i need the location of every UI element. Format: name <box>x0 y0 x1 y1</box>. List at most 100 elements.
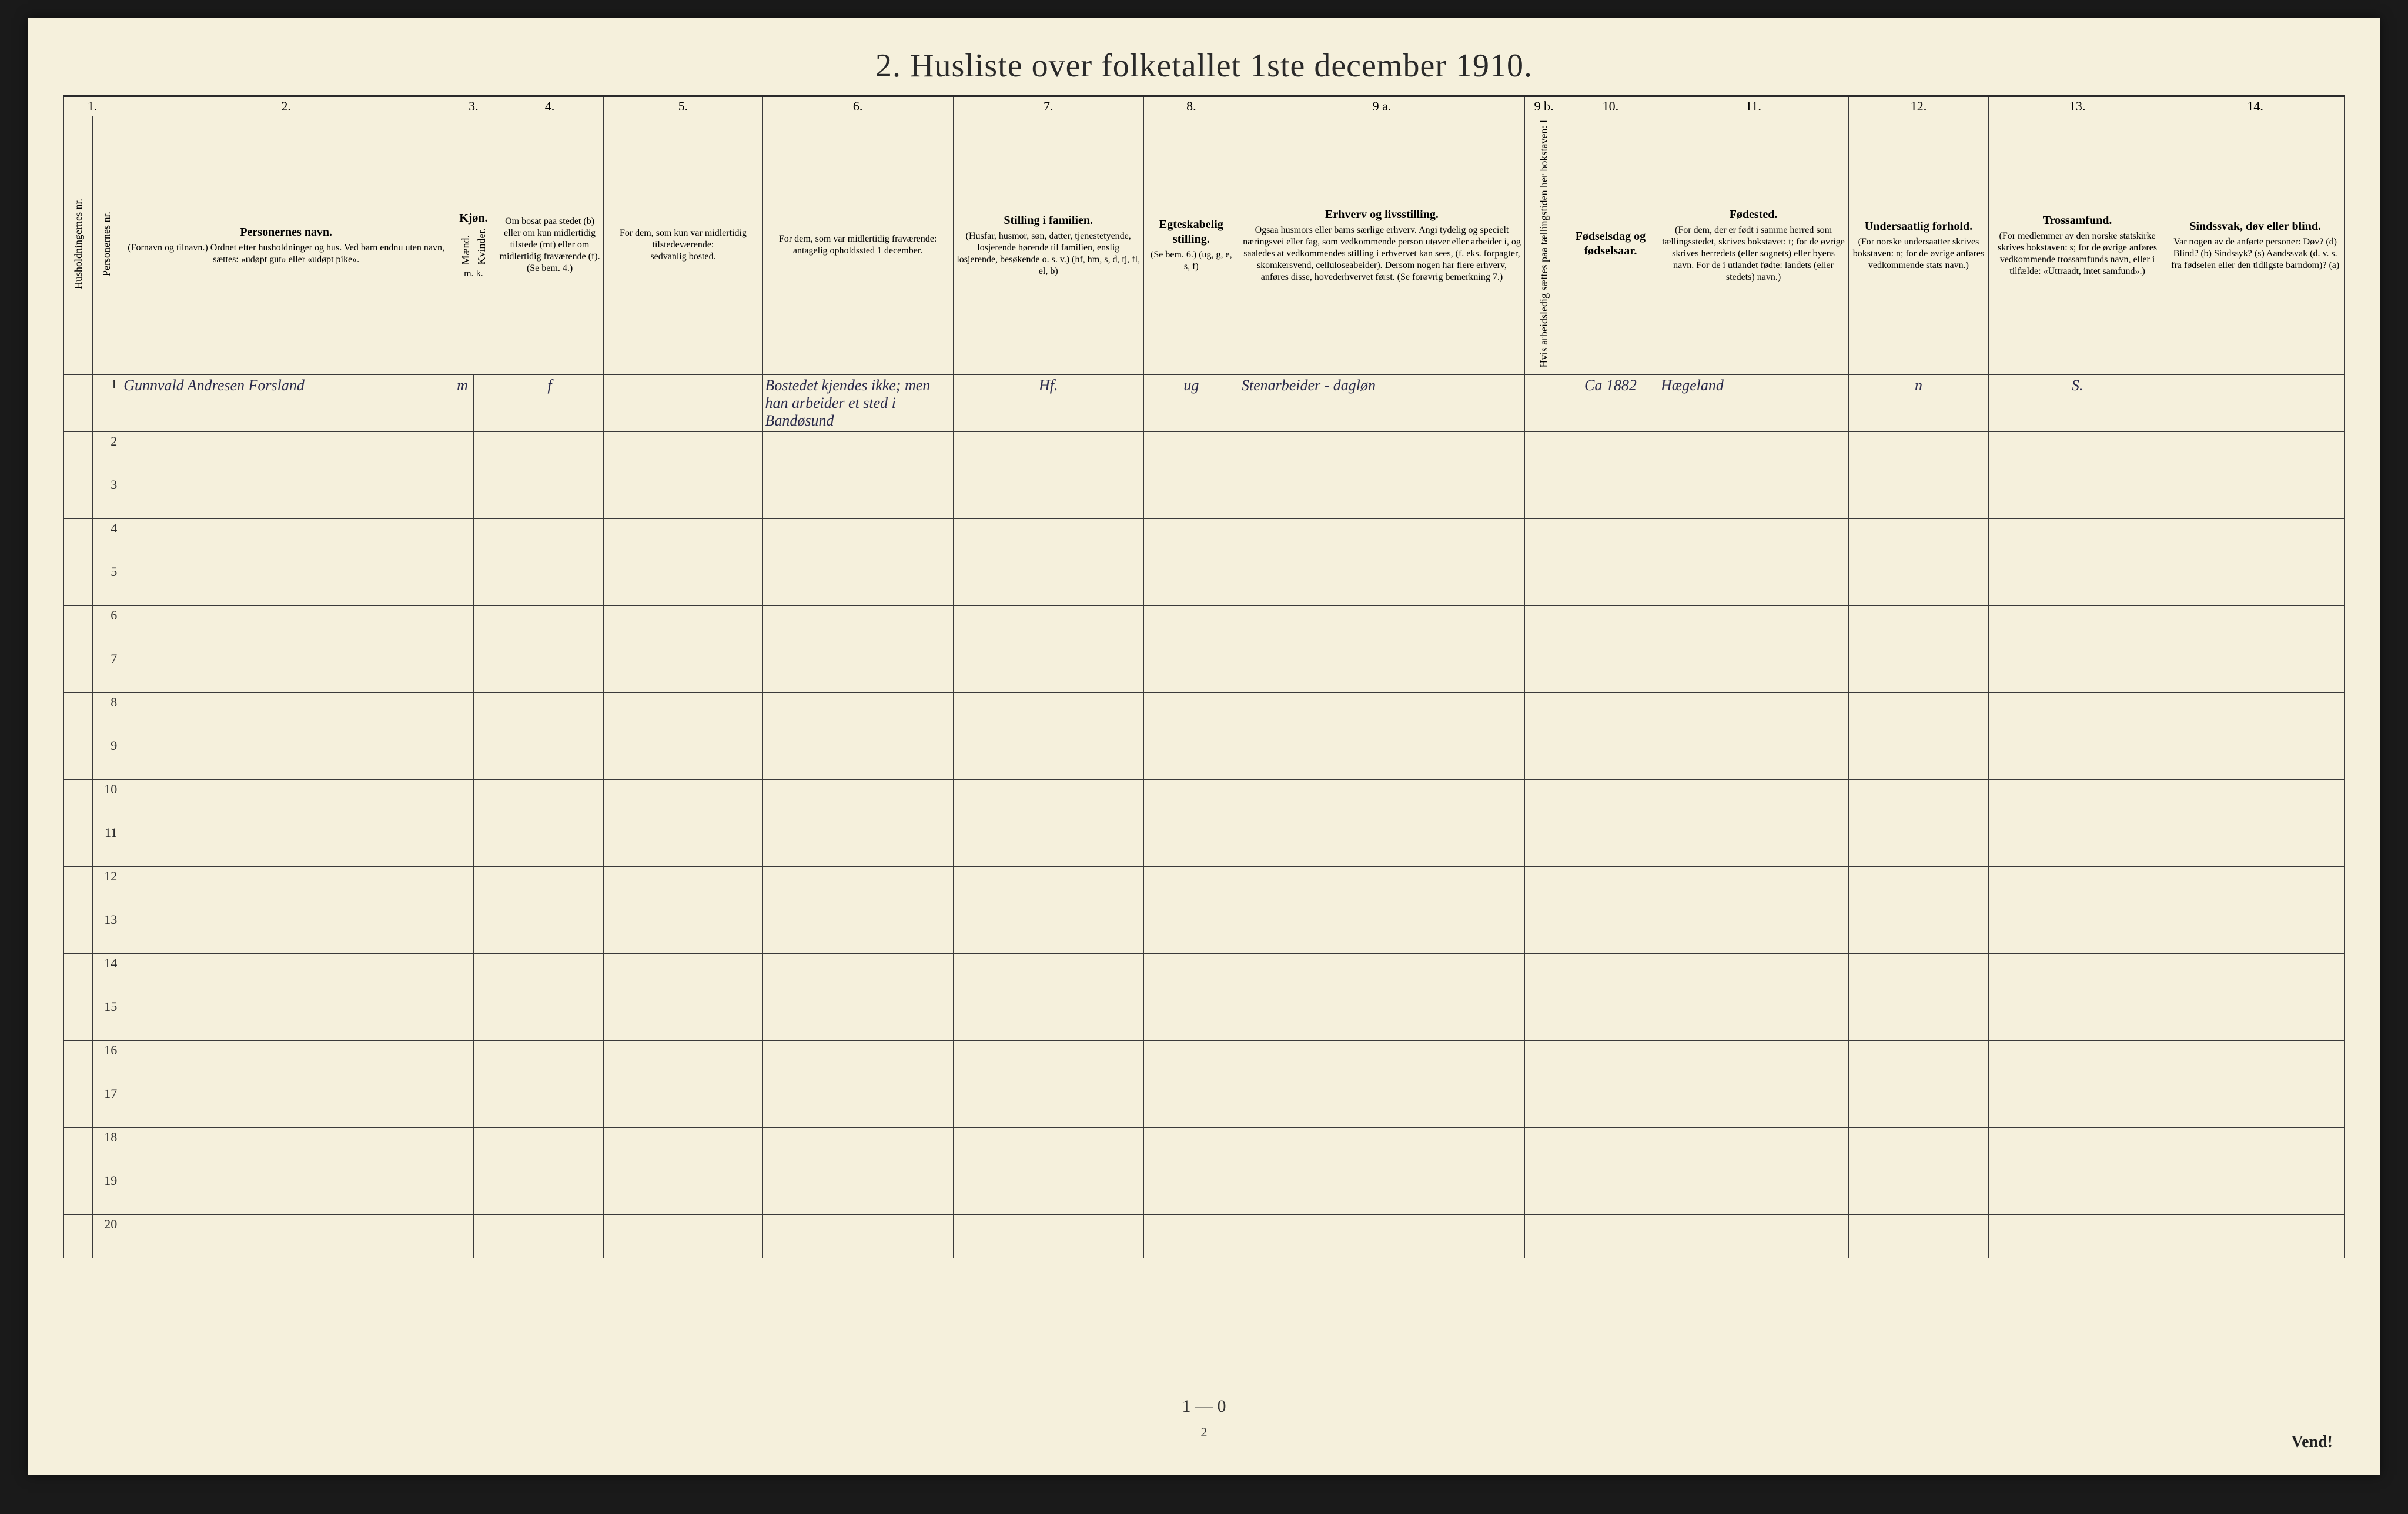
cell <box>1563 997 1658 1040</box>
cell <box>1143 649 1239 692</box>
cell <box>1143 475 1239 518</box>
cell <box>121 823 452 866</box>
cell <box>1239 997 1524 1040</box>
cell <box>452 953 474 997</box>
cell: 1 <box>92 374 121 431</box>
table-row: 1Gunnvald Andresen ForslandmfBostedet kj… <box>64 374 2345 431</box>
cell <box>452 649 474 692</box>
hdr-temp-absent: For dem, som var midlertidig fraværende:… <box>762 116 953 375</box>
cell: 14 <box>92 953 121 997</box>
hdr-religion: Trossamfund. (For medlemmer av den norsk… <box>1988 116 2166 375</box>
cell <box>496 1084 604 1127</box>
table-row: 7 <box>64 649 2345 692</box>
cell: 3 <box>92 475 121 518</box>
colnum-14: 14. <box>2166 96 2345 116</box>
cell <box>1563 605 1658 649</box>
cell <box>1563 1171 1658 1214</box>
cell <box>1849 649 1989 692</box>
cell <box>452 562 474 605</box>
cell <box>496 1040 604 1084</box>
cell <box>1525 1040 1563 1084</box>
cell: Bostedet kjendes ikke; men han arbeider … <box>762 374 953 431</box>
hdr-nationality: Undersaatlig forhold. (For norske unders… <box>1849 116 1989 375</box>
tally-note: 1 — 0 <box>1182 1396 1226 1416</box>
cell <box>604 866 762 910</box>
table-row: 9 <box>64 736 2345 779</box>
cell <box>953 736 1143 779</box>
cell <box>1658 692 1848 736</box>
cell <box>1658 953 1848 997</box>
cell <box>1658 1171 1848 1214</box>
cell <box>953 1214 1143 1258</box>
cell <box>1658 1084 1848 1127</box>
cell <box>1849 475 1989 518</box>
cell <box>604 736 762 779</box>
cell <box>452 1127 474 1171</box>
cell: ug <box>1143 374 1239 431</box>
cell <box>1658 605 1848 649</box>
cell <box>473 518 496 562</box>
cell <box>2166 823 2345 866</box>
cell <box>1525 910 1563 953</box>
census-page: 2. Husliste over folketallet 1ste decemb… <box>28 18 2380 1475</box>
cell <box>1658 1127 1848 1171</box>
column-header-row: Husholdningernes nr. Personernes nr. Per… <box>64 116 2345 375</box>
colnum-6: 6. <box>762 96 953 116</box>
cell <box>1239 953 1524 997</box>
cell <box>473 374 496 431</box>
hdr-occupation: Erhverv og livsstilling. Ogsaa husmors e… <box>1239 116 1524 375</box>
cell <box>1525 692 1563 736</box>
hdr-dis-t: Sindssvak, døv eller blind. <box>2169 219 2341 234</box>
cell <box>953 692 1143 736</box>
cell <box>762 605 953 649</box>
cell <box>1143 1084 1239 1127</box>
hdr-sex-m: Mænd. <box>459 235 473 265</box>
hdr-sex-foot: m. k. <box>454 268 493 280</box>
hdr-unemp-label: Hvis arbeidsledig sættes paa tællingstid… <box>1537 120 1551 367</box>
cell <box>1988 518 2166 562</box>
cell <box>1988 562 2166 605</box>
cell <box>121 866 452 910</box>
cell <box>1143 823 1239 866</box>
cell <box>1849 518 1989 562</box>
cell <box>1563 431 1658 475</box>
hdr-residence-status: Om bosat paa stedet (b) eller om kun mid… <box>496 116 604 375</box>
cell <box>1239 649 1524 692</box>
cell <box>1849 1084 1989 1127</box>
cell <box>64 953 93 997</box>
cell <box>953 823 1143 866</box>
cell <box>1143 953 1239 997</box>
cell <box>762 475 953 518</box>
cell <box>1143 1171 1239 1214</box>
cell <box>496 736 604 779</box>
cell <box>1988 692 2166 736</box>
cell <box>953 431 1143 475</box>
cell: Hægeland <box>1658 374 1848 431</box>
cell <box>1525 518 1563 562</box>
cell <box>1988 431 2166 475</box>
cell: 13 <box>92 910 121 953</box>
cell: 16 <box>92 1040 121 1084</box>
cell <box>1988 1127 2166 1171</box>
cell <box>953 866 1143 910</box>
census-table: 1. 2. 3. 4. 5. 6. 7. 8. 9 a. 9 b. 10. 11… <box>63 95 2345 1258</box>
cell: Ca 1882 <box>1563 374 1658 431</box>
hdr-dis-s: Var nogen av de anførte personer: Døv? (… <box>2169 236 2341 272</box>
table-row: 19 <box>64 1171 2345 1214</box>
cell <box>1239 518 1524 562</box>
cell <box>604 1127 762 1171</box>
table-row: 2 <box>64 431 2345 475</box>
cell <box>1525 1214 1563 1258</box>
table-row: 3 <box>64 475 2345 518</box>
table-row: 20 <box>64 1214 2345 1258</box>
cell <box>762 431 953 475</box>
cell <box>1525 1127 1563 1171</box>
cell <box>1563 475 1658 518</box>
cell <box>604 910 762 953</box>
cell <box>1239 823 1524 866</box>
cell <box>953 1084 1143 1127</box>
cell <box>473 1040 496 1084</box>
colnum-2: 2. <box>121 96 452 116</box>
cell <box>1563 1040 1658 1084</box>
cell <box>1143 1040 1239 1084</box>
